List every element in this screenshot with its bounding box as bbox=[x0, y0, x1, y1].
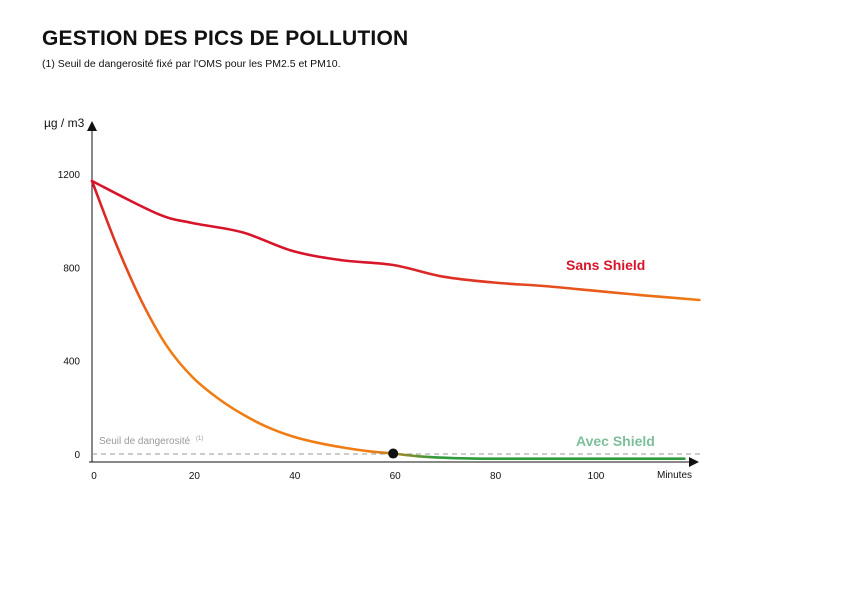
series-line-avec-shield bbox=[90, 179, 686, 461]
chart-footnote: (1) Seuil de dangerosité fixé par l'OMS … bbox=[42, 58, 341, 70]
y-tick-label: 800 bbox=[63, 263, 80, 274]
threshold-label: Seuil de dangerosité (1) bbox=[99, 436, 203, 447]
x-axis-arrow bbox=[689, 457, 699, 467]
y-tick-label: 1200 bbox=[58, 170, 81, 181]
x-axis-unit: Minutes bbox=[657, 470, 692, 481]
y-tick-label: 400 bbox=[63, 357, 80, 368]
x-tick-label: 100 bbox=[588, 471, 605, 482]
y-axis-arrow bbox=[87, 121, 97, 131]
x-tick-label: 0 bbox=[91, 471, 97, 482]
x-tick-label: 20 bbox=[189, 471, 201, 482]
chart-title: GESTION DES PICS DE POLLUTION bbox=[42, 27, 409, 50]
threshold-footnote: (1) bbox=[196, 436, 203, 442]
y-tick-labels: 0 400 800 1200 bbox=[58, 170, 81, 461]
series-label-sans-shield: Sans Shield bbox=[566, 257, 645, 273]
y-axis-unit: µg / m3 bbox=[44, 116, 85, 130]
y-tick-label: 0 bbox=[74, 450, 80, 461]
x-tick-labels: 0 20 40 60 80 100 bbox=[91, 471, 605, 482]
series-label-avec-shield: Avec Shield bbox=[576, 433, 655, 449]
threshold-label-text: Seuil de dangerosité bbox=[99, 436, 191, 447]
x-tick-label: 40 bbox=[289, 471, 301, 482]
threshold-crossing-marker bbox=[388, 448, 399, 459]
x-tick-label: 60 bbox=[390, 471, 402, 482]
x-tick-label: 80 bbox=[490, 471, 502, 482]
series-line-sans-shield bbox=[90, 179, 701, 302]
